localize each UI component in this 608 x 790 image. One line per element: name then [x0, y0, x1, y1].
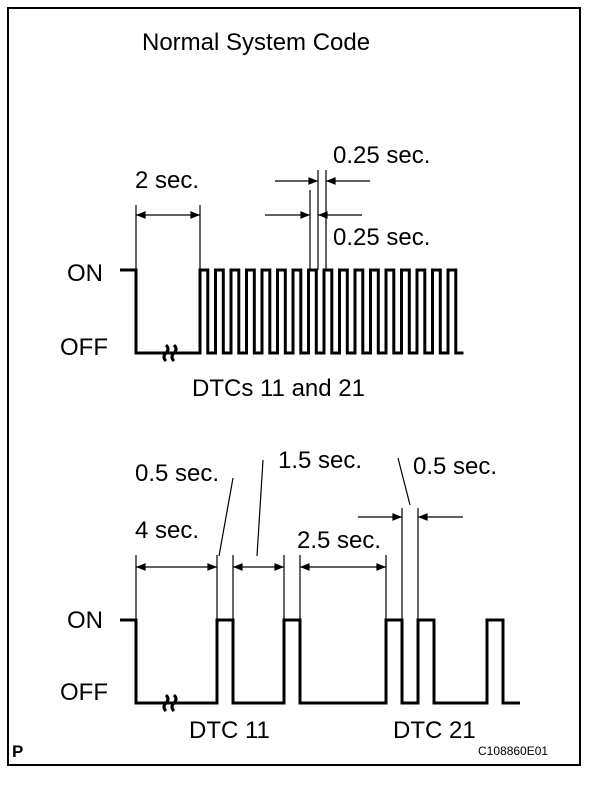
frame	[7, 7, 581, 766]
annotation: 0.25 sec.	[333, 142, 430, 169]
caption: DTC 11	[189, 717, 270, 744]
waveform	[120, 618, 520, 705]
dimension-lines	[135, 457, 419, 620]
title: Normal System Code	[142, 29, 370, 56]
on-label: ON	[67, 607, 103, 634]
annotation: 0.5 sec.	[135, 460, 219, 487]
caption: DTCs 11 and 21	[192, 375, 365, 402]
off-label: OFF	[60, 334, 108, 361]
on-label: ON	[67, 260, 103, 287]
annotation: 2.5 sec.	[297, 527, 381, 554]
break-mark	[162, 343, 178, 363]
annotation: 4 sec.	[135, 517, 199, 544]
dimension-lines	[135, 170, 327, 270]
page-marker: P	[12, 742, 23, 761]
figure-id: C108860E01	[478, 744, 548, 758]
bottom-diagram: ON OFF DTC 11 DTC 21 0.5 sec. 1.5 sec. 0…	[60, 447, 520, 744]
break-mark	[162, 693, 178, 713]
annotation: 0.5 sec.	[413, 453, 497, 480]
annotation: 2 sec.	[135, 167, 199, 194]
off-label: OFF	[60, 679, 108, 706]
top-diagram: ON OFF DTCs 11 and 21 2 sec. 0.25 sec. 0…	[60, 142, 464, 402]
waveform	[120, 268, 464, 355]
caption: DTC 21	[393, 717, 476, 744]
annotation: 0.25 sec.	[333, 224, 430, 251]
annotation: 1.5 sec.	[278, 447, 362, 474]
